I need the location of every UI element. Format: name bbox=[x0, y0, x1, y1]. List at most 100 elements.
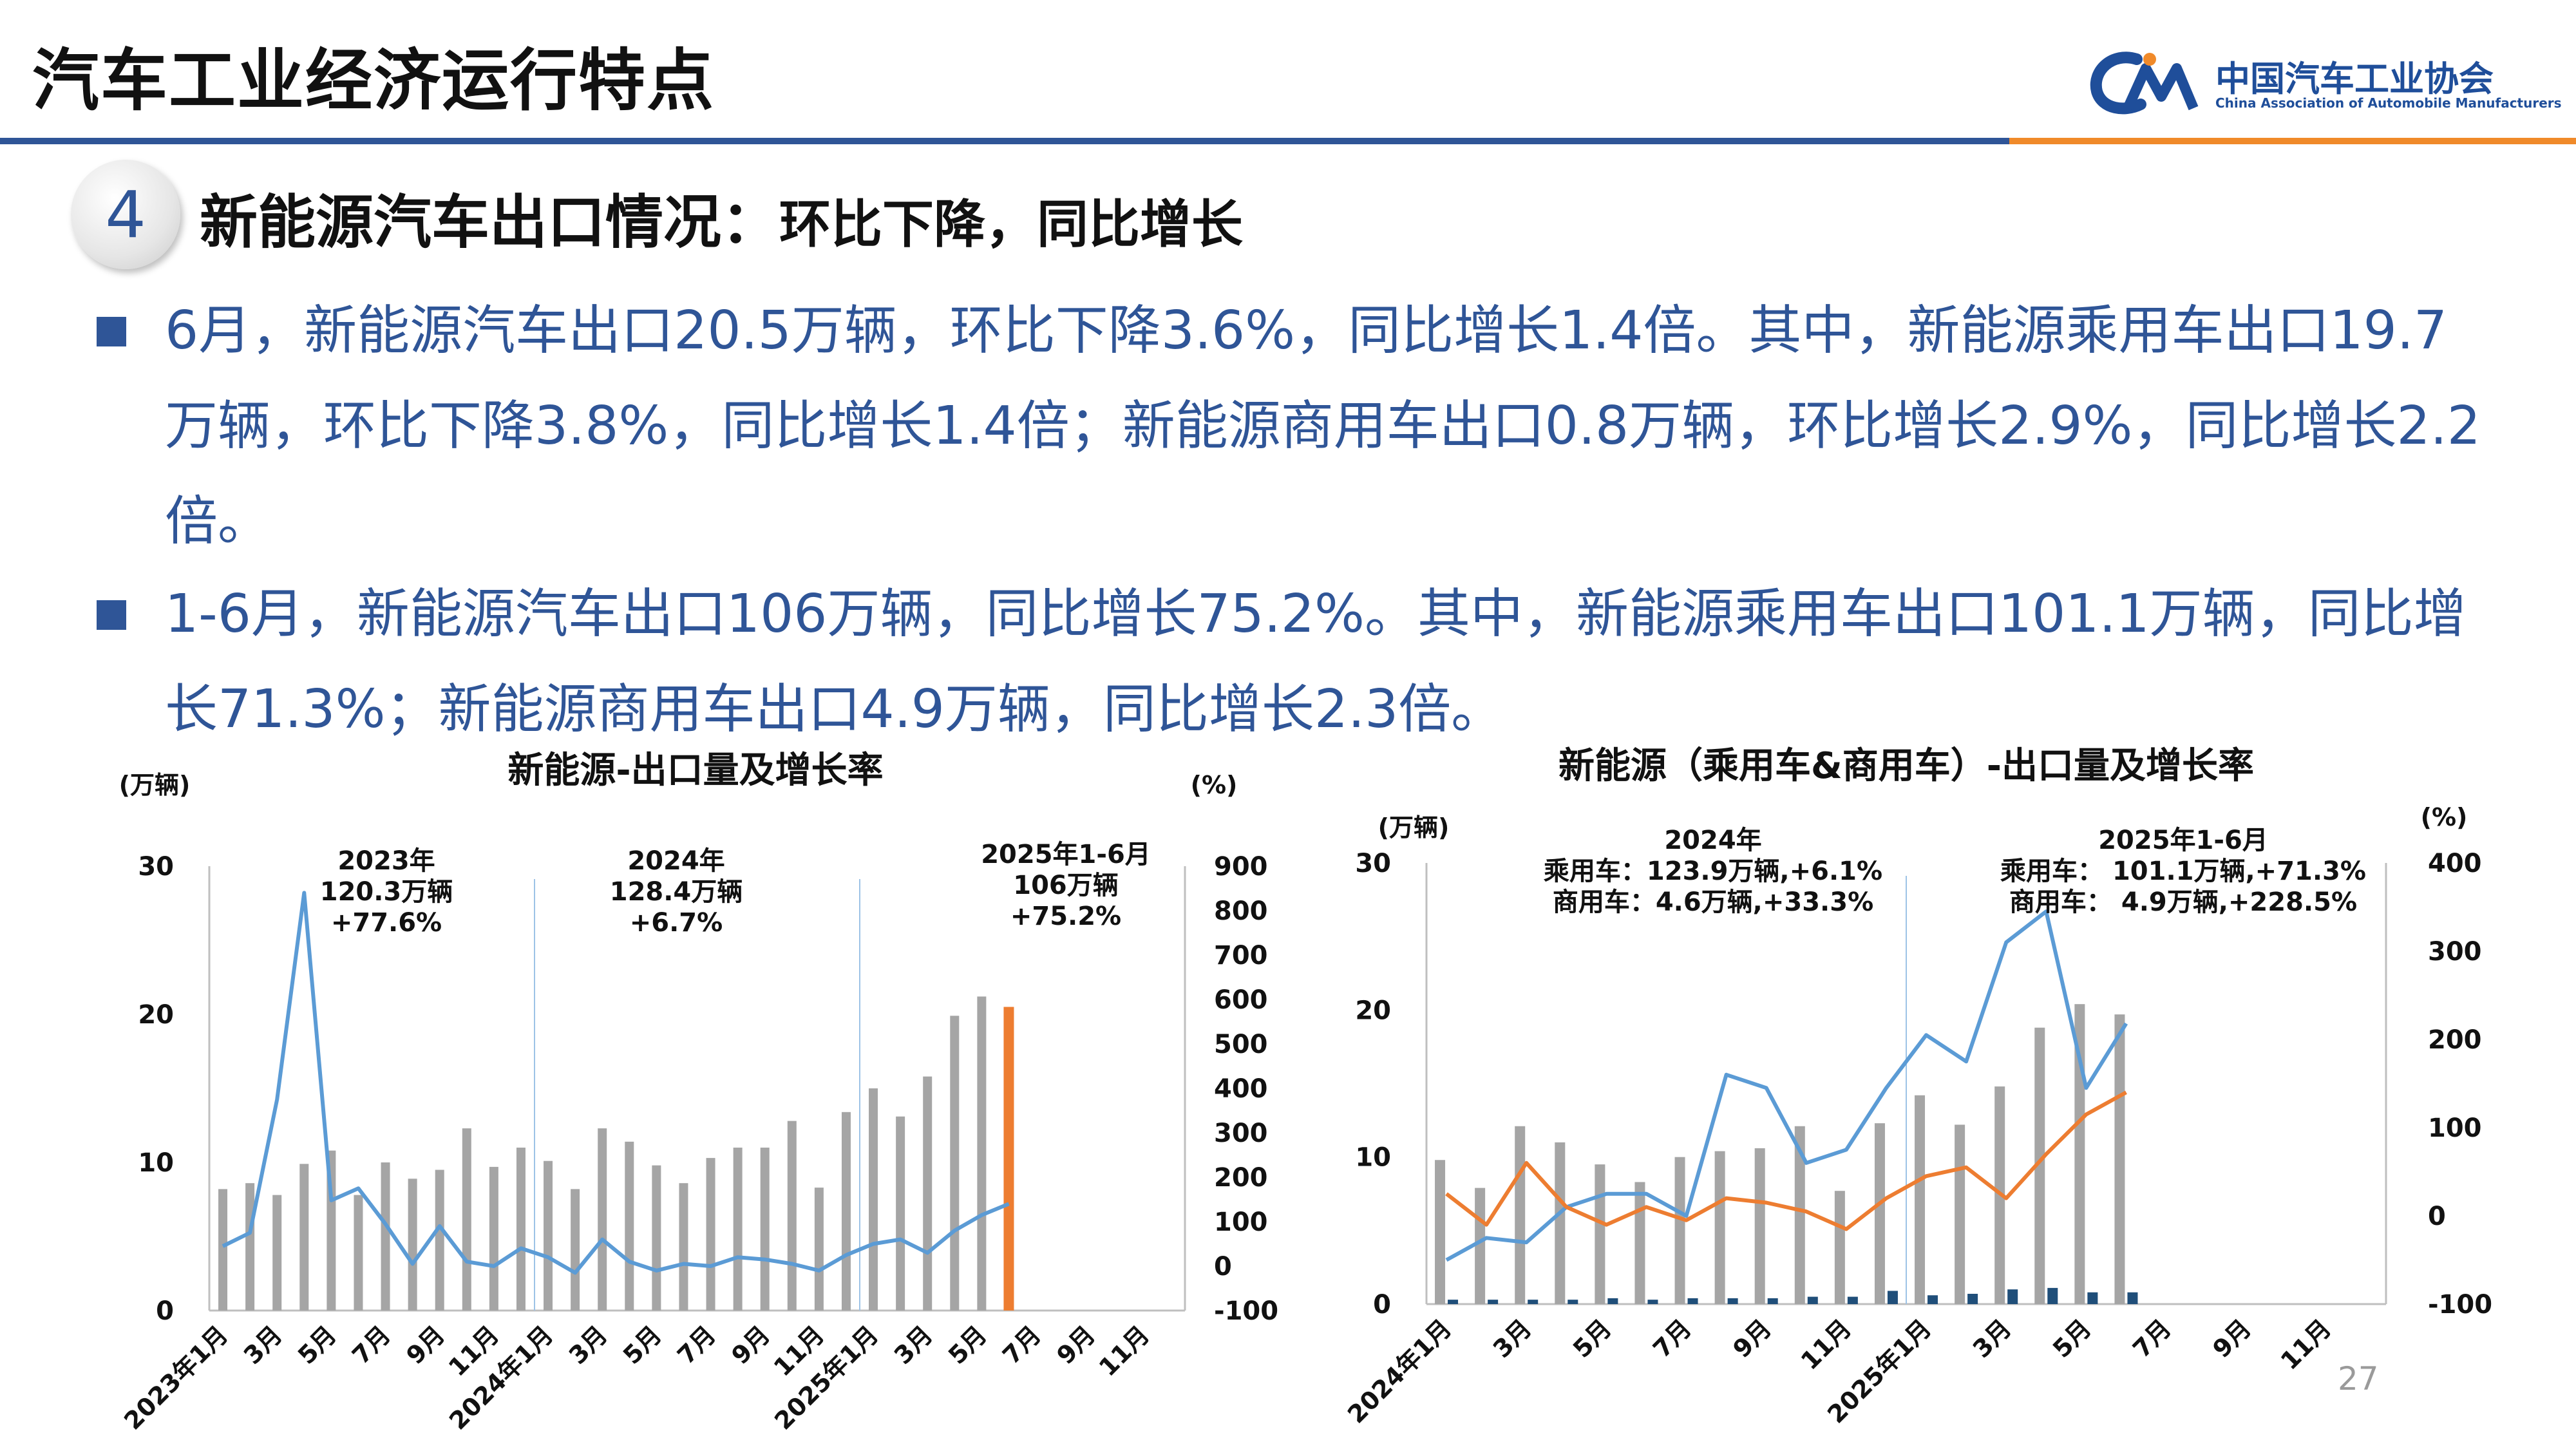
bar-commercial bbox=[1607, 1298, 1618, 1304]
growth-rate-line bbox=[1445, 909, 2128, 1262]
annotation-text: 乘用车： 101.1万辆,+71.3% bbox=[2000, 857, 2366, 886]
page-number: 27 bbox=[2338, 1360, 2379, 1397]
x-tick-label: 3月 bbox=[564, 1320, 613, 1370]
y-tick-label: 20 bbox=[1355, 996, 1391, 1025]
bar bbox=[733, 1148, 743, 1311]
bar bbox=[679, 1183, 688, 1311]
logo-english-name: China Association of Automobile Manufact… bbox=[2215, 95, 2562, 111]
annotation-text: 120.3万辆 bbox=[320, 877, 453, 907]
bar bbox=[354, 1195, 363, 1311]
x-tick-label: 5月 bbox=[943, 1320, 992, 1370]
bar-passenger bbox=[1874, 1123, 1885, 1304]
bullet-square-icon bbox=[97, 317, 126, 346]
y-tick-label: 10 bbox=[1355, 1143, 1391, 1173]
x-tick-label: 2023年1月 bbox=[118, 1320, 233, 1435]
bar bbox=[381, 1162, 390, 1311]
section-title-sub: 环比下降，同比增长 bbox=[779, 194, 1243, 254]
bar-passenger bbox=[1915, 1095, 1926, 1304]
bar-passenger bbox=[1674, 1157, 1685, 1304]
bar-commercial bbox=[1647, 1300, 1658, 1304]
annotation-text: 106万辆 bbox=[1013, 871, 1119, 900]
y2-tick-label: 700 bbox=[1214, 941, 1268, 971]
y2-tick-label: 900 bbox=[1214, 852, 1268, 882]
bar-passenger bbox=[1794, 1126, 1805, 1304]
bar-passenger bbox=[1955, 1124, 1965, 1304]
bar-commercial bbox=[1687, 1298, 1698, 1304]
bullet-list: 6月，新能源汽车出口20.5万辆，环比下降3.6%，同比增长1.4倍。其中，新能… bbox=[97, 283, 2492, 755]
annotation-text: +75.2% bbox=[1010, 902, 1121, 931]
x-tick-label: 3月 bbox=[238, 1320, 288, 1370]
y2-tick-label: 200 bbox=[2428, 1025, 2482, 1055]
y2-tick-label: 300 bbox=[2428, 937, 2482, 967]
bar-commercial bbox=[1927, 1295, 1938, 1304]
bar-commercial bbox=[1567, 1300, 1578, 1304]
annotation-text: 128.4万辆 bbox=[610, 877, 743, 907]
bar-commercial bbox=[1448, 1300, 1459, 1304]
bar-commercial bbox=[2047, 1287, 2058, 1304]
bar bbox=[516, 1148, 526, 1311]
x-tick-label: 3月 bbox=[1488, 1314, 1537, 1363]
bar-passenger bbox=[1634, 1182, 1645, 1304]
y2-axis-unit-label: (%) bbox=[2421, 803, 2468, 831]
bar-passenger bbox=[1515, 1126, 1526, 1304]
bar-commercial bbox=[2127, 1292, 2138, 1304]
bullet-item: 6月，新能源汽车出口20.5万辆，环比下降3.6%，同比增长1.4倍。其中，新能… bbox=[97, 283, 2492, 569]
header-title: 汽车工业经济运行特点 bbox=[32, 41, 715, 120]
annotation-text: 2025年1-6月 bbox=[2098, 826, 2268, 855]
bar-commercial bbox=[1488, 1300, 1499, 1304]
bar-commercial bbox=[1528, 1300, 1539, 1304]
bar-passenger bbox=[1435, 1160, 1446, 1304]
annotation-text: 2023年 bbox=[337, 846, 435, 876]
y-axis-unit-label: (万辆) bbox=[119, 771, 191, 799]
x-tick-label: 11月 bbox=[1094, 1320, 1155, 1381]
bar bbox=[462, 1128, 471, 1311]
bar-passenger bbox=[1754, 1148, 1765, 1304]
bar-passenger bbox=[1714, 1151, 1725, 1304]
bullet-text: 1-6月，新能源汽车出口106万辆，同比增长75.2%。其中，新能源乘用车出口1… bbox=[165, 583, 2467, 740]
x-tick-label: 7月 bbox=[346, 1320, 396, 1370]
header-divider bbox=[0, 138, 2576, 144]
bar bbox=[950, 1016, 960, 1311]
y2-tick-label: 100 bbox=[2428, 1113, 2482, 1143]
y2-tick-label: 400 bbox=[2428, 849, 2482, 878]
y2-tick-label: -100 bbox=[2428, 1290, 2492, 1320]
x-tick-label: 5月 bbox=[1567, 1314, 1617, 1363]
x-tick-label: 7月 bbox=[672, 1320, 721, 1370]
chart-title: 新能源-出口量及增长率 bbox=[507, 750, 883, 791]
x-tick-label: 7月 bbox=[2127, 1314, 2177, 1363]
bar bbox=[625, 1141, 634, 1311]
y2-tick-label: 0 bbox=[2428, 1202, 2446, 1231]
x-tick-label: 5月 bbox=[292, 1320, 342, 1370]
x-tick-label: 11月 bbox=[2275, 1314, 2336, 1375]
y-tick-label: 0 bbox=[1373, 1290, 1391, 1320]
bar bbox=[245, 1183, 255, 1311]
bar-commercial bbox=[2007, 1289, 2018, 1304]
y-axis-unit-label: (万辆) bbox=[1378, 813, 1450, 842]
bar-commercial bbox=[1887, 1291, 1898, 1304]
bar bbox=[896, 1116, 905, 1311]
bar bbox=[760, 1148, 770, 1311]
bar-commercial bbox=[2087, 1292, 2098, 1304]
bar bbox=[435, 1170, 444, 1311]
x-tick-label: 5月 bbox=[618, 1320, 667, 1370]
bar bbox=[706, 1158, 715, 1311]
x-tick-label: 9月 bbox=[2207, 1314, 2257, 1363]
bullet-square-icon bbox=[97, 600, 126, 630]
y-tick-label: 10 bbox=[138, 1148, 174, 1178]
x-tick-label: 3月 bbox=[1967, 1314, 2017, 1363]
x-tick-label: 7月 bbox=[997, 1320, 1046, 1370]
bar-passenger bbox=[2114, 1014, 2125, 1304]
caam-logo: 中国汽车工业协会 China Association of Automobile… bbox=[2087, 45, 2562, 122]
annotation-text: 乘用车：123.9万辆,+6.1% bbox=[1544, 857, 1882, 886]
y-tick-label: 30 bbox=[1355, 849, 1391, 878]
y-tick-label: 20 bbox=[138, 1000, 174, 1030]
annotation-text: 商用车：4.6万辆,+33.3% bbox=[1553, 887, 1873, 917]
y2-tick-label: 0 bbox=[1214, 1252, 1232, 1282]
x-tick-label: 2024年1月 bbox=[1342, 1314, 1457, 1428]
bar-commercial bbox=[1727, 1298, 1738, 1304]
bar bbox=[544, 1160, 553, 1311]
section-number-badge: 4 bbox=[71, 160, 180, 269]
x-tick-label: 7月 bbox=[1647, 1314, 1697, 1363]
bar-commercial bbox=[1847, 1296, 1858, 1304]
annotation-text: 商用车： 4.9万辆,+228.5% bbox=[2009, 887, 2357, 917]
